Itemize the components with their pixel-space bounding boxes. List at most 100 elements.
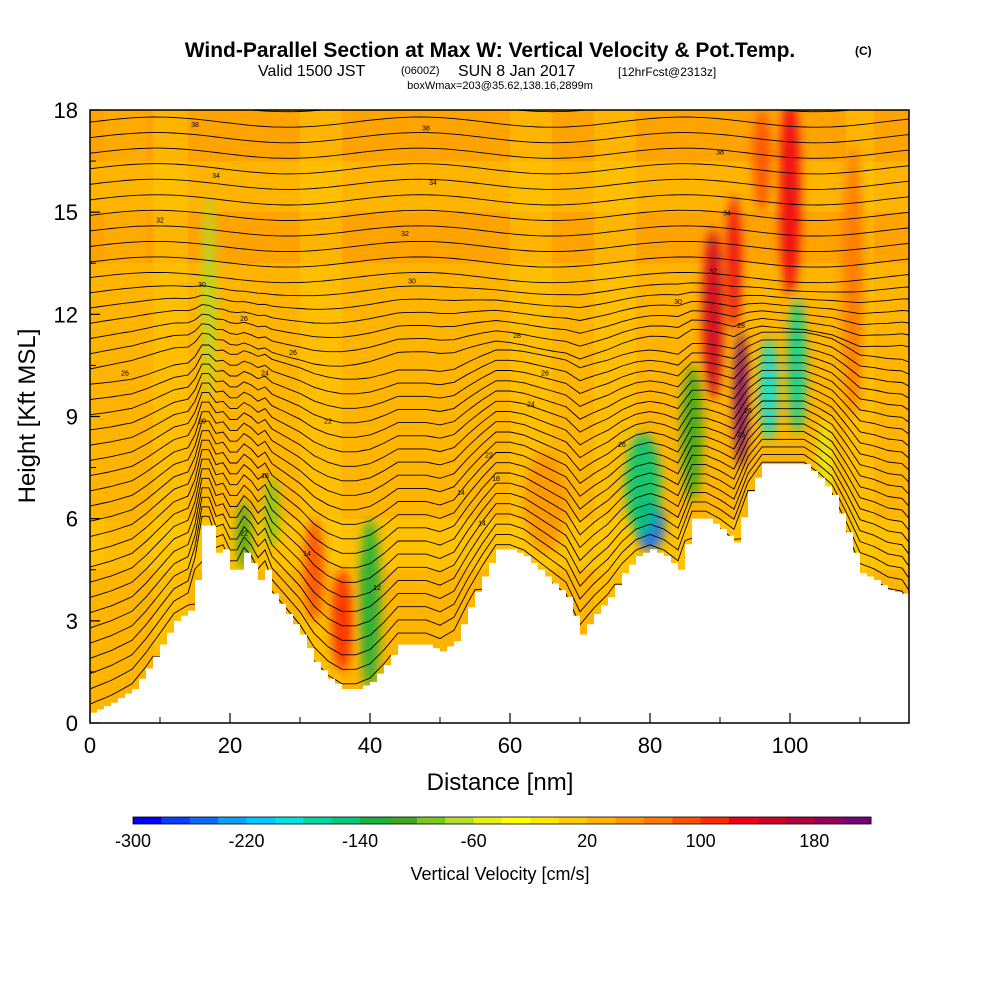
colorbar-swatch [161,817,191,824]
contour-label: 22 [240,531,248,538]
contour-label: 28 [513,333,521,340]
theta-contour [90,282,909,297]
velocity-feature [842,144,864,417]
colorbar-swatch [388,817,418,824]
theta-contour [90,291,909,310]
valid-line: Valid 1500 JST (0600Z) SUN 8 Jan 2017 [1… [258,63,716,80]
contour-label: 22 [485,452,493,459]
theta-contour [90,408,909,538]
colorbar-swatch [672,817,702,824]
y-tick-label: 6 [66,507,78,532]
x-tick-label: 40 [358,733,382,758]
theta-contour [90,209,909,221]
contour-labels: 38 38 34 34 32 32 30 30 26 26 24 26 28 26 24 20 22 22 18 18… [121,122,752,592]
theta-contour [90,225,909,237]
colorbar-swatch [331,817,361,824]
theta-contour [90,272,909,284]
theta-contour [90,392,909,507]
velocity-feature [788,297,806,434]
y-tick-label: 0 [66,711,78,736]
colorbar-label: Vertical Velocity [cm/s] [410,864,589,884]
contour-label: 30 [408,279,416,286]
theta-contour [90,446,909,614]
contour-label: 26 [289,350,297,357]
colorbar-swatch [473,817,503,824]
contour-label: 38 [716,149,724,156]
colorbar-swatch [133,817,162,824]
y-axis-label: Height [Kft MSL] [14,329,41,504]
valid-prefix: Valid 1500 JST [258,63,366,80]
contour-label: 26 [737,432,745,439]
contour-label: 24 [261,371,269,378]
contour-label: 18 [261,473,269,480]
velocity-feature [331,569,353,672]
theta-contour [90,347,909,416]
x-tick-label: 20 [218,733,242,758]
theta-contour [90,369,909,461]
colorbar-swatch [246,817,276,824]
contour-label: 18 [492,476,500,483]
y-tick-label: 15 [54,200,78,225]
box-info: boxWmax=203@35.62,138.16,2899m [407,80,593,92]
colorbar-swatch [530,817,560,824]
colorbar-swatch [189,817,219,824]
colorbar-frame [132,816,872,825]
contour-label: 12 [373,585,381,592]
contour-label: 14 [478,520,486,527]
colorbar-swatch [842,817,872,824]
velocity-feature [753,110,771,213]
contour-label: 30 [198,282,206,289]
colorbar-tick-label: 180 [799,831,829,851]
theta-contour [90,400,909,522]
theta-contour [90,132,909,144]
colorbar-tick-label: 100 [686,831,716,851]
colorbar-swatch [558,817,588,824]
colorbar-tick-label: 20 [577,831,597,851]
colorbar-swatch [587,817,617,824]
contour-label: 22 [324,418,332,425]
chart-title: Wind-Parallel Section at Max W: Vertical… [185,39,796,62]
colorbar-swatch [729,817,758,824]
contour-label: 32 [401,231,409,238]
theta-contour [90,331,909,385]
contour-label: 26 [240,316,248,323]
colorbar-swatch [303,817,333,824]
colorbar-ticks: -300 -220 -140 -60 20 100 180 [115,831,829,851]
velocity-feature [303,518,325,621]
velocity-feature [524,450,566,553]
theta-contour [90,354,909,431]
contour-label: 14 [457,490,465,497]
theta-contour [90,256,909,268]
theta-contour [90,582,909,690]
field-band [90,212,909,264]
colorbar-swatch [416,817,446,824]
theta-contour [90,385,909,492]
colorbar-swatch [218,817,248,824]
colorbar-swatch [274,817,304,824]
contour-label: 30 [674,299,682,306]
plot-area: 38 38 34 34 32 32 30 30 26 26 24 26 28 26 24 20 22 22 18 18… [90,110,909,723]
colorbar-swatch [615,817,645,824]
theta-contour [90,461,909,644]
colorbar-swatch [757,817,787,824]
y-tick-label: 9 [66,405,78,430]
valid-utc: (0600Z) [401,65,440,77]
theta-contour [90,431,909,583]
theta-contour [90,178,909,190]
contour-label: 32 [156,217,164,224]
velocity-feature [702,229,724,400]
colorbar-swatch [502,817,531,824]
contour-label: 28 [737,323,745,330]
x-tick-label: 80 [638,733,662,758]
theta-contour [90,300,909,324]
theta-contour [90,240,909,253]
colorbar-tick-label: -140 [342,831,378,851]
contour-label: 34 [429,180,437,187]
theta-contours [90,110,909,705]
theta-contour [90,423,909,568]
contour-label: 34 [723,211,731,218]
x-axis: 0 20 40 60 80 100 [84,713,861,758]
velocity-feature [760,338,778,441]
colorbar-swatch [785,817,815,824]
